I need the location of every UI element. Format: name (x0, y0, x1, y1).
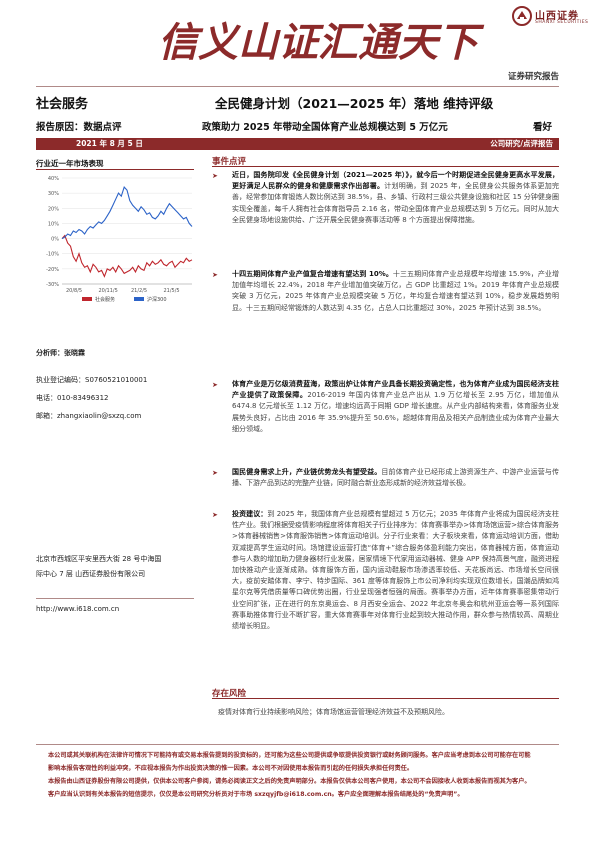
paragraph-lead: 近日，国务院印发《全民健身计划（2021—2025 年）》，就今后一个时期促进全… (232, 171, 559, 191)
chart-series-line (61, 186, 193, 240)
paragraph-lead: 国民健身需求上升，产业链优势龙头有望受益。 (232, 468, 382, 476)
paragraph-market: 体育产业是万亿级消费蓝海，政策出炉让体育产业具备长期投资确定性，也为体育产业成为… (232, 379, 559, 435)
cert-number: S0760521010001 (85, 376, 148, 384)
paragraph-text: 目前体育产业已经形成上游资源生产、中游产业运营与传播、下游产品到达的完整产业链，… (232, 468, 560, 488)
chart-ytick-label: 20% (48, 206, 59, 212)
header-divider (36, 86, 559, 87)
chart-ytick-label: -10% (46, 252, 59, 258)
report-subtitle: 政策助力 2025 年带动全国体育产业总规模达到 5 万亿元 (202, 122, 448, 133)
paragraph-lead: 投资建议： (232, 510, 268, 518)
chart-xtick-label: 21/5/5 (164, 288, 180, 294)
paragraph-policy: 近日，国务院印发《全民健身计划（2021—2025 年）》，就今后一个时期促进全… (232, 170, 559, 226)
report-department: 公司研究/点评报告 (490, 139, 553, 148)
paragraph-demand: 国民健身需求上升，产业链优势龙头有望受益。目前体育产业已经形成上游资源生产、中游… (232, 467, 559, 489)
bullet-icon: ➤ (212, 271, 218, 279)
analyst-label: 分析师： (36, 349, 64, 357)
date-bar: 2021 年 8 月 5 日 公司研究/点评报告 (36, 138, 559, 150)
chart-xtick-label: 20/11/5 (99, 288, 118, 294)
email-link[interactable]: zhangxiaolin@sxzq.com (57, 412, 142, 420)
report-title: 全民健身计划（2021—2025 年）落地 维持评级 (215, 96, 494, 111)
chart-ytick-label: 10% (48, 221, 59, 227)
cert-label: 执业登记编码： (36, 376, 85, 384)
event-heading-rule (212, 166, 559, 167)
brand-slogan: 信义山证汇通天下 (158, 19, 485, 66)
chart-xtick-label: 21/2/5 (131, 288, 147, 294)
paragraph-text: 到 2025 年，我国体育产业总规模有望超过 5 万亿元；2035 年体育产业将… (232, 510, 560, 631)
address-line-1: 北京市西城区平安里西大街 28 号中海国 (36, 555, 162, 563)
paragraph-text: 计划明确，到 2025 年，全民健身公共服务体系更加完善，经常参加体育锻炼人数比… (232, 182, 560, 224)
report-date: 2021 年 8 月 5 日 (76, 139, 143, 148)
footer-divider (36, 744, 559, 745)
bullet-icon: ➤ (212, 469, 218, 477)
disclaimer-line-4: 客户应当认识到有关本报告的短信提示，仅仅是本公司研究分析员对于市场 sxzqyj… (48, 791, 464, 798)
address-line-2: 际中心 7 层 山西证券股份有限公司 (36, 570, 146, 578)
industry-name: 社会服务 (36, 97, 89, 112)
paragraph-text: 2016-2019 年国内体育产业总产出从 1.9 万亿增长至 2.95 万亿，… (232, 391, 559, 433)
chart-legend-label: 社会服务 (95, 296, 115, 303)
brand-name: 山西证券 (535, 11, 579, 22)
disclaimer-line-1: 本公司或其关联机构在法律许可情况下可能持有或交易本报告提到的投资标的，还可能为这… (48, 752, 531, 759)
paragraph-lead: 十四五期间体育产业产值复合增速有望达到 10%。 (232, 270, 393, 278)
paragraph-investment: 投资建议：到 2025 年，我国体育产业总规模有望超过 5 万亿元；2035 年… (232, 509, 559, 632)
disclaimer-line-3: 本报告由山西证券股份有限公司提供，仅供本公司客户参阅，请务必阅读正文之后的免责声… (48, 778, 531, 785)
event-review-heading: 事件点评 (212, 157, 247, 167)
chart-xtick-label: 20/8/5 (66, 288, 82, 294)
chart-title: 行业近一年市场表现 (36, 159, 104, 168)
paragraph-growth: 十四五期间体育产业产值复合增速有望达到 10%。十三五期间体育产业总规模年均增速… (232, 269, 559, 314)
chart-ytick-label: 40% (48, 176, 59, 182)
chart-title-rule (36, 169, 194, 170)
brand-name-en: SHANXI SECURITIES (535, 20, 589, 25)
chart-ytick-label: 30% (48, 191, 59, 197)
svg-text:信义山证汇通天下: 信义山证汇通天下 (158, 19, 485, 66)
chart-ytick-label: -20% (46, 267, 59, 273)
market-performance-chart: 40% 30% 20% 10% 0% -10% -20% -30% 20/8/5 20/11/5… (46, 176, 193, 303)
bullet-icon: ➤ (212, 381, 218, 389)
bullet-icon: ➤ (212, 511, 218, 519)
chart-series-line (61, 234, 193, 278)
risk-text: 疫情对体育行业持续影响风险；体育场馆运营管理经济效益不及预期风险。 (218, 708, 449, 716)
paragraph-lead: 体育产业是万亿级消费蓝海，政策出炉让体育产业具备长期投资确定性，也为体育产业成为… (232, 380, 559, 400)
website-link[interactable]: http://www.i618.com.cn (36, 605, 120, 613)
paragraph-text: 十三五期间体育产业总规模年均增速 15.9%，产业增加值年均增长 22.4%，2… (232, 270, 559, 312)
shanxi-securities-logo-icon (512, 6, 532, 26)
chart-legend-swatch (134, 297, 144, 301)
email-label: 邮箱： (36, 412, 57, 420)
phone-label: 电话： (36, 394, 57, 402)
bullet-icon: ➤ (212, 172, 218, 180)
rating-badge: 看好 (533, 122, 553, 133)
chart-ytick-label: 0% (51, 237, 59, 243)
chart-legend-label: 沪深300 (147, 296, 167, 303)
risk-heading: 存在风险 (212, 689, 247, 699)
company-address: 北京市西城区平安里西大街 28 号中海国 际中心 7 层 山西证券股份有限公司 (36, 552, 196, 582)
risk-heading-rule (212, 698, 559, 699)
disclaimer-line-2: 影响本报告客观性的利益冲突，不应视本报告为作出投资决策的惟一因素。本公司不对因使… (48, 765, 414, 772)
chart-ytick-label: -30% (46, 282, 59, 288)
report-type-label: 证券研究报告 (508, 72, 560, 82)
chart-legend-swatch (82, 297, 92, 301)
address-divider (36, 598, 194, 599)
report-reason: 报告原因：数据点评 (36, 122, 122, 133)
phone-number: 010-83496312 (57, 394, 109, 402)
analyst-name: 张晓霖 (64, 349, 85, 357)
